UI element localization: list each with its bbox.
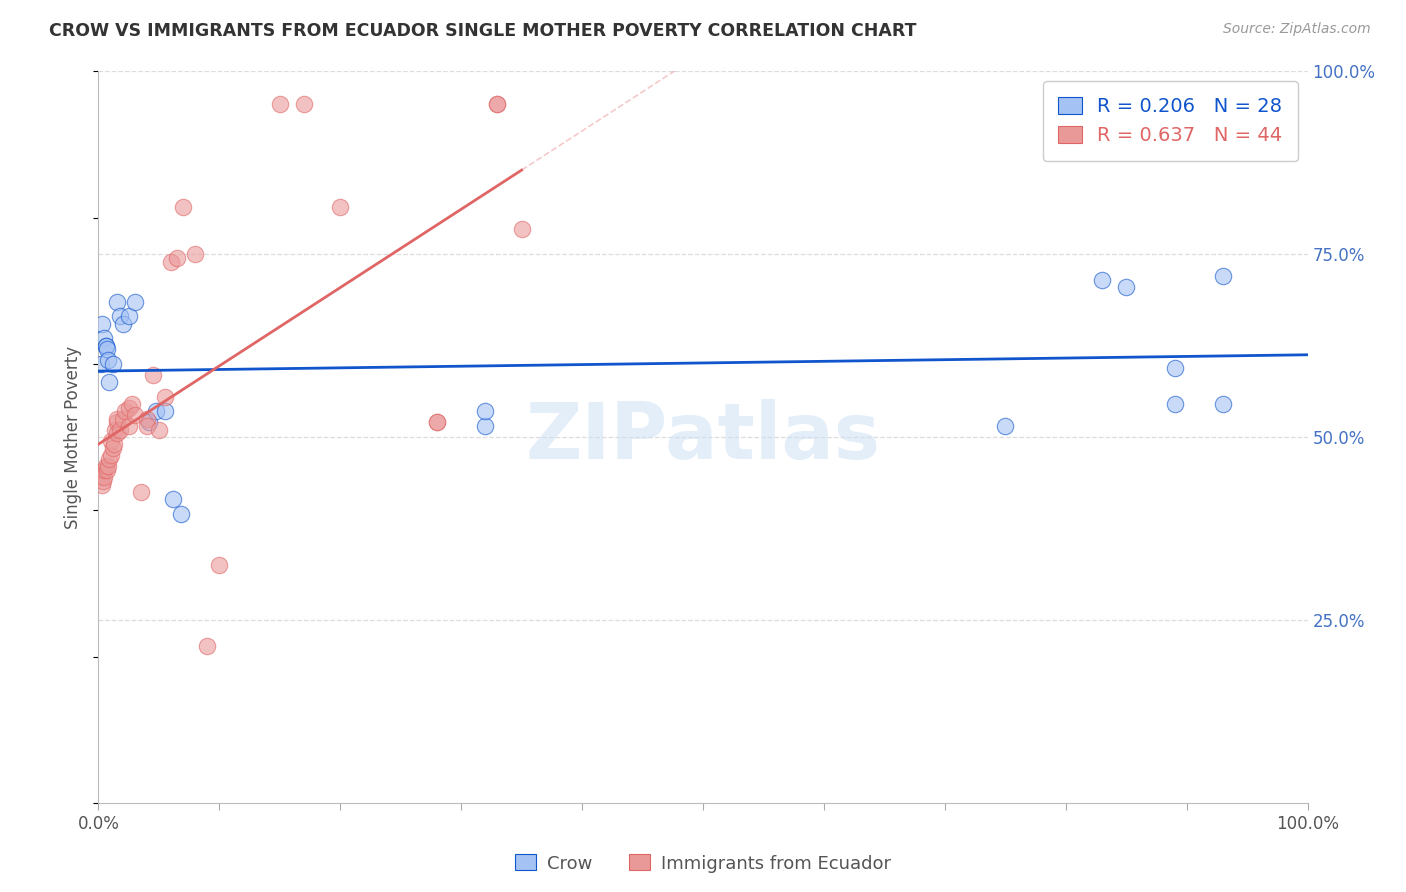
Point (93, 331, 115, 345)
Point (97, 459, 120, 474)
Point (292, 97, 315, 112)
Point (184, 247, 207, 261)
Point (98, 452, 121, 467)
Point (160, 254, 183, 268)
Point (118, 419, 141, 434)
Point (96, 343, 118, 357)
Point (118, 310, 141, 324)
Point (118, 401, 141, 415)
Point (124, 408, 146, 422)
Text: CROW VS IMMIGRANTS FROM ECUADOR SINGLE MOTHER POVERTY CORRELATION CHART: CROW VS IMMIGRANTS FROM ECUADOR SINGLE M… (49, 22, 917, 40)
Point (93, 470, 115, 484)
Point (172, 200, 194, 214)
Point (195, 639, 218, 653)
Point (90, 470, 112, 484)
Text: Source: ZipAtlas.com: Source: ZipAtlas.com (1223, 22, 1371, 37)
Point (1163, 397, 1185, 411)
Point (474, 419, 496, 434)
Point (98, 376, 121, 390)
Point (94, 338, 117, 352)
Point (108, 423, 131, 437)
Point (96, 463, 118, 477)
Point (104, 423, 127, 437)
Point (138, 416, 160, 430)
Point (486, 97, 509, 112)
Point (97, 353, 120, 368)
Point (105, 416, 128, 430)
Point (510, 221, 533, 235)
Legend: Crow, Immigrants from Ecuador: Crow, Immigrants from Ecuador (506, 846, 900, 881)
Point (105, 426, 128, 441)
Point (474, 404, 496, 418)
Point (153, 390, 176, 404)
Point (994, 419, 1017, 434)
Point (426, 416, 449, 430)
Point (1212, 397, 1234, 411)
Point (90, 357, 112, 371)
Point (1212, 269, 1234, 284)
Point (111, 317, 134, 331)
Text: ZIPatlas: ZIPatlas (526, 399, 880, 475)
Point (94, 338, 117, 352)
Point (121, 397, 143, 411)
Point (93, 463, 115, 477)
Point (162, 492, 184, 507)
Point (142, 368, 165, 382)
Point (100, 434, 122, 448)
Point (1163, 360, 1185, 375)
Point (91, 474, 114, 488)
Point (108, 310, 131, 324)
Point (91, 477, 114, 491)
Point (208, 558, 231, 573)
Point (91, 317, 114, 331)
Point (135, 419, 157, 434)
Point (105, 412, 128, 426)
Point (426, 416, 449, 430)
Point (1091, 273, 1114, 287)
Point (329, 200, 352, 214)
Point (1115, 280, 1137, 294)
Point (129, 485, 152, 500)
Point (269, 97, 291, 112)
Point (94, 459, 117, 474)
Point (124, 294, 146, 309)
Point (103, 437, 125, 451)
Point (166, 251, 188, 265)
Point (135, 412, 157, 426)
Point (153, 404, 176, 418)
Point (148, 423, 170, 437)
Y-axis label: Single Mother Poverty: Single Mother Poverty (65, 345, 83, 529)
Point (105, 294, 128, 309)
Point (145, 404, 167, 418)
Point (111, 412, 134, 426)
Point (101, 441, 124, 455)
Point (100, 449, 122, 463)
Point (114, 404, 136, 418)
Point (169, 507, 191, 521)
Point (101, 357, 124, 371)
Point (486, 97, 509, 112)
